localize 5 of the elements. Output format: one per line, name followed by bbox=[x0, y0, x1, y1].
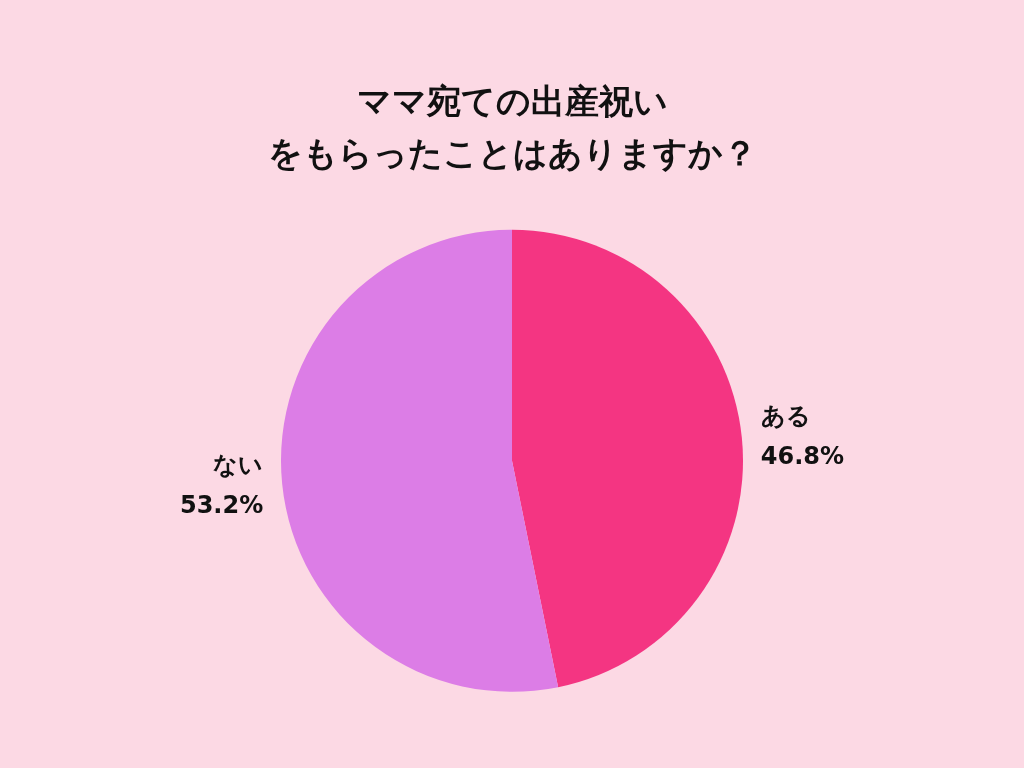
slice-label: ある bbox=[760, 402, 811, 431]
data-label: 46.8% bbox=[760, 442, 845, 471]
slice-label: ない bbox=[213, 451, 264, 480]
data-label: 53.2% bbox=[179, 491, 264, 520]
chart-title: ママ宛ての出産祝いをもらったことはありますか？ bbox=[267, 81, 757, 173]
